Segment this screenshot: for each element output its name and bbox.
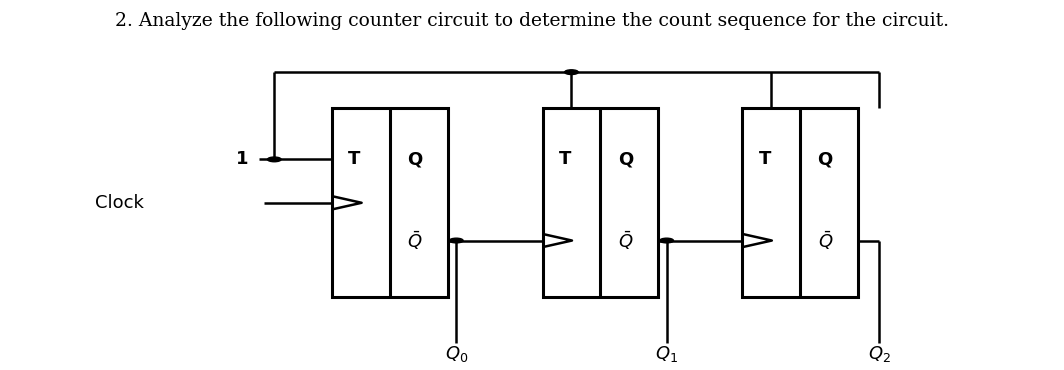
Bar [543, 108, 659, 297]
Text: $Q_1$: $Q_1$ [655, 344, 678, 364]
Text: Q: Q [408, 150, 422, 168]
Bar [332, 108, 448, 297]
Text: Q: Q [618, 150, 633, 168]
Text: Q: Q [817, 150, 833, 168]
Text: $Q_0$: $Q_0$ [445, 344, 468, 364]
Text: 1: 1 [235, 150, 248, 168]
Text: $\bar{Q}$: $\bar{Q}$ [408, 229, 422, 252]
Text: 2. Analyze the following counter circuit to determine the count sequence for the: 2. Analyze the following counter circuit… [115, 12, 949, 30]
Circle shape [660, 238, 674, 243]
Circle shape [449, 238, 463, 243]
Text: T: T [759, 150, 771, 168]
Text: T: T [348, 150, 361, 168]
Circle shape [565, 70, 578, 74]
Text: T: T [559, 150, 571, 168]
Circle shape [267, 157, 281, 162]
Text: $\bar{Q}$: $\bar{Q}$ [618, 229, 633, 252]
Text: $Q_2$: $Q_2$ [867, 344, 891, 364]
Text: $\bar{Q}$: $\bar{Q}$ [817, 229, 833, 252]
Text: Clock: Clock [96, 194, 145, 212]
Bar [743, 108, 858, 297]
